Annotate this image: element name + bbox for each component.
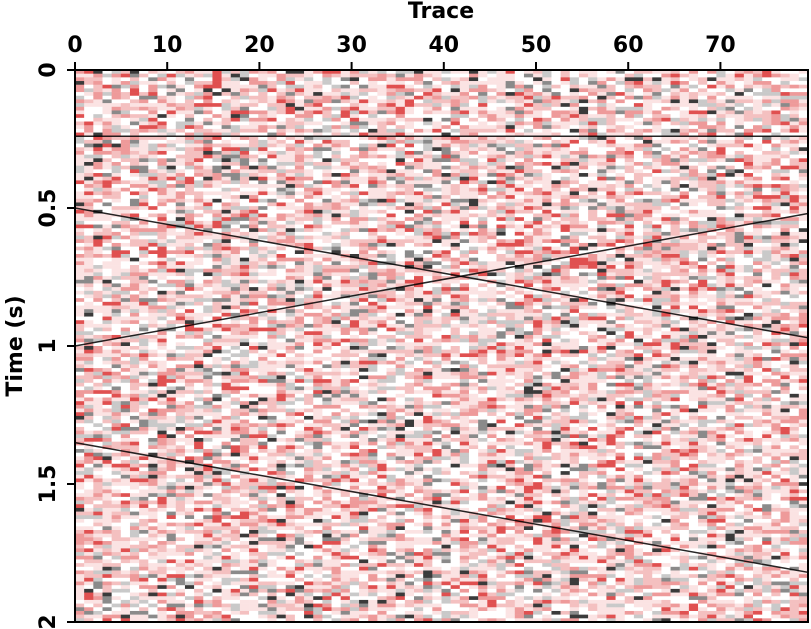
y-tick-label: 0 <box>36 62 61 77</box>
y-tick-label: 1 <box>36 338 61 353</box>
event-line <box>74 212 809 347</box>
event-line <box>74 441 809 574</box>
x-tick-label: 40 <box>428 33 459 58</box>
x-tick-label: 60 <box>613 33 644 58</box>
y-axis-label: Time (s) <box>3 295 28 396</box>
x-tick-label: 30 <box>336 33 367 58</box>
event-line <box>74 207 809 339</box>
y-tick-label: 2 <box>36 614 61 629</box>
x-tick-label: 10 <box>152 33 183 58</box>
events <box>74 135 809 574</box>
y-tick-label: 0.5 <box>36 189 61 228</box>
noise-texture <box>75 70 809 623</box>
x-axis-label: Trace <box>408 0 474 24</box>
x-tick-label: 50 <box>521 33 552 58</box>
x-tick-label: 20 <box>244 33 275 58</box>
x-tick-label: 70 <box>705 33 736 58</box>
y-tick-label: 1.5 <box>36 465 61 504</box>
x-tick-label: 0 <box>67 33 82 58</box>
